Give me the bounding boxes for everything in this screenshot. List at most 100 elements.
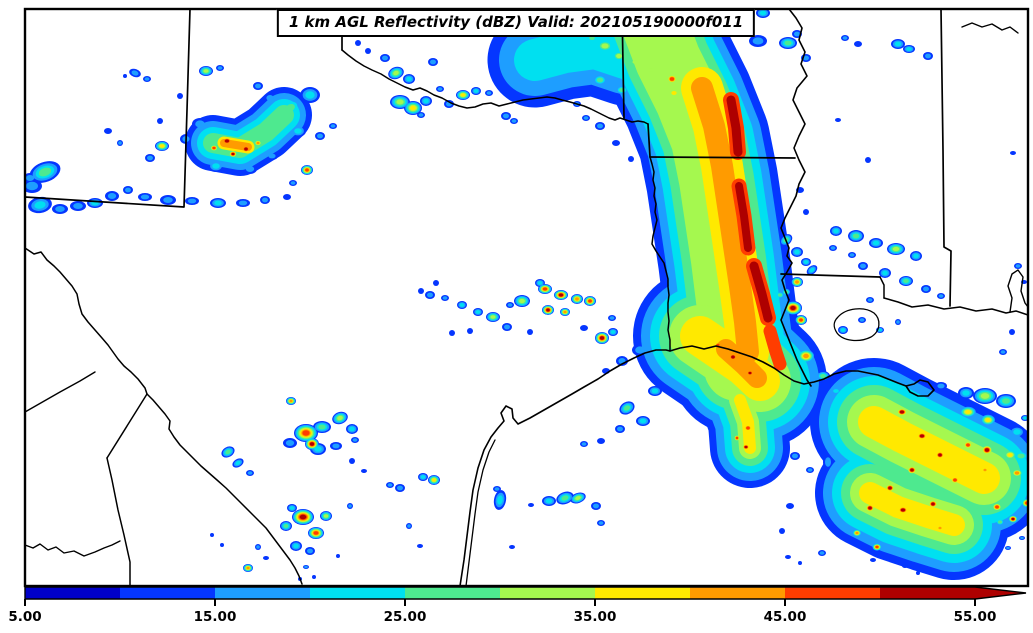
radar-cell <box>283 194 291 200</box>
radar-cell <box>313 531 319 535</box>
geography-borders <box>24 8 1029 587</box>
radar-cell <box>1000 350 1006 354</box>
radar-cell <box>923 286 929 292</box>
radar-cell <box>799 318 803 322</box>
radar-cell <box>336 554 340 558</box>
radar-cell <box>527 329 533 335</box>
radar-cell <box>792 453 798 459</box>
radar-cell <box>224 139 230 143</box>
radar-cell <box>337 415 343 421</box>
radar-cell <box>309 442 315 446</box>
radar-cell <box>349 458 355 464</box>
radar-cell <box>332 443 340 449</box>
radar-cell <box>511 119 517 123</box>
radar-cell <box>546 308 550 312</box>
radar-cell <box>794 249 800 255</box>
radar-cell <box>786 503 794 509</box>
mask-top <box>0 0 1033 9</box>
radar-cell <box>285 440 295 446</box>
radar-cell <box>599 336 605 340</box>
radar-cell <box>860 263 866 269</box>
radar-cell <box>1020 536 1024 540</box>
radar-cell <box>289 506 295 510</box>
radar-cell <box>849 253 855 257</box>
radar-cell <box>833 228 839 234</box>
radar-cell <box>892 246 900 252</box>
radar-cell <box>868 506 872 510</box>
radar-cell <box>147 155 153 161</box>
colorbar-segment-50-55 <box>880 587 975 599</box>
radar-cell <box>289 399 293 403</box>
radar-cell <box>305 168 309 172</box>
radar-cell <box>993 538 997 542</box>
river-rio-grande-lower <box>146 393 303 585</box>
radar-cell <box>744 445 748 449</box>
radar-cell <box>872 240 880 246</box>
radar-cell <box>26 181 38 191</box>
radar-cell <box>220 543 224 547</box>
radar-cell <box>104 128 112 134</box>
radar-cell <box>610 330 616 334</box>
radar-cell <box>953 478 957 482</box>
colorbar: 5.00 15.00 25.00 35.00 45.00 55.00 <box>8 586 1027 625</box>
radar-cell <box>503 113 509 119</box>
radar-cell <box>420 475 426 479</box>
radar-cell <box>580 325 588 331</box>
radar-cell <box>983 468 987 472</box>
radar-band-nw-texas-core <box>220 139 252 151</box>
radar-cell <box>212 163 220 169</box>
radar-cell <box>1011 517 1015 521</box>
radar-band-se-cluster-south <box>859 482 965 536</box>
radar-cell <box>561 495 569 501</box>
river-mexico-south <box>24 540 121 557</box>
radar-cell <box>867 298 873 302</box>
radar-cell <box>894 41 902 47</box>
radar-cell <box>123 74 127 78</box>
radar-cell <box>623 405 631 411</box>
radar-cell <box>1015 264 1021 268</box>
border-louisiana-mississippi-31n <box>780 273 881 278</box>
radar-band-squall-core <box>691 77 759 363</box>
radar-cell <box>913 253 919 259</box>
radar-cell <box>330 124 336 128</box>
radar-cell <box>365 48 371 54</box>
radar-cell <box>268 153 276 159</box>
colorbar-outline <box>24 586 1027 600</box>
radar-cell <box>900 508 906 512</box>
radar-cell <box>418 113 424 117</box>
coastline-gulf-texas-louisiana <box>459 345 935 587</box>
radar-cell <box>575 496 581 500</box>
radar-band-squall-red-1 <box>726 95 743 157</box>
radar-cell <box>984 448 990 452</box>
mask-left <box>0 0 25 633</box>
radar-cell <box>285 103 295 113</box>
plot-title-box: 1 km AGL Reflectivity (dBZ) Valid: 20210… <box>276 9 756 37</box>
radar-cell <box>225 449 231 455</box>
radar-cell <box>490 315 496 319</box>
radar-cell <box>307 548 313 554</box>
radar-cell <box>294 128 302 134</box>
radar-cell <box>589 36 595 40</box>
radar-cell <box>507 303 513 307</box>
radar-cell <box>931 502 935 506</box>
radar-cell <box>931 558 935 562</box>
radar-cell <box>752 37 764 45</box>
lake-pontchartrain <box>833 308 880 342</box>
radar-cell <box>1006 546 1010 550</box>
radar-cell <box>125 187 131 193</box>
radar-cell <box>581 442 587 446</box>
radar-cell <box>794 31 800 37</box>
river-mississippi <box>780 8 812 387</box>
radar-cell <box>833 389 839 393</box>
radar-cell <box>735 436 739 440</box>
radar-field <box>22 0 1033 581</box>
radar-cell <box>906 47 912 51</box>
radar-cell <box>140 194 150 200</box>
radar-cell <box>519 298 525 304</box>
radar-cell <box>919 434 925 438</box>
radar-cell <box>312 575 316 579</box>
radar-cell <box>195 120 205 128</box>
radar-cell <box>537 281 543 285</box>
radar-cell <box>73 203 83 209</box>
